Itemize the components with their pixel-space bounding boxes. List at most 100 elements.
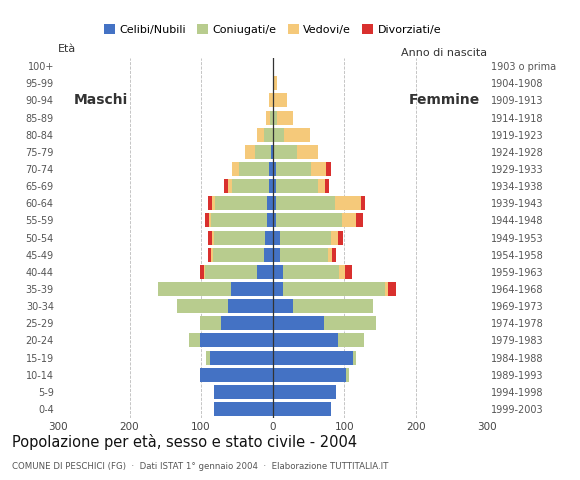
Bar <box>214 230 266 245</box>
Bar <box>361 196 365 210</box>
Bar <box>273 214 276 228</box>
Bar <box>270 110 273 125</box>
Legend: Celibi/Nubili, Coniugati/e, Vedovi/e, Divorziati/e: Celibi/Nubili, Coniugati/e, Vedovi/e, Di… <box>99 20 446 39</box>
Bar <box>273 265 284 279</box>
Bar <box>273 128 284 142</box>
Bar <box>232 162 239 176</box>
Bar <box>212 196 215 210</box>
Bar <box>273 402 331 416</box>
Bar <box>257 265 273 279</box>
Bar <box>389 282 396 296</box>
Bar <box>257 128 264 142</box>
Bar <box>266 230 273 245</box>
Bar <box>326 162 331 176</box>
Bar <box>267 196 273 210</box>
Bar <box>255 145 271 159</box>
Bar <box>266 110 270 125</box>
Bar <box>346 368 349 382</box>
Bar <box>331 230 338 245</box>
Bar <box>332 248 336 262</box>
Bar <box>273 350 353 365</box>
Bar <box>205 265 257 279</box>
Bar <box>284 265 339 279</box>
Text: Popolazione per età, sesso e stato civile - 2004: Popolazione per età, sesso e stato civil… <box>12 434 357 450</box>
Bar <box>274 145 297 159</box>
Bar <box>385 282 389 296</box>
Bar <box>269 94 273 108</box>
Bar <box>324 316 376 330</box>
Bar <box>229 179 232 193</box>
Bar <box>318 179 325 193</box>
Bar <box>297 145 318 159</box>
Bar <box>273 248 280 262</box>
Bar <box>245 145 255 159</box>
Bar <box>284 282 385 296</box>
Bar <box>177 299 229 313</box>
Bar <box>269 179 273 193</box>
Bar <box>200 316 221 330</box>
Bar <box>200 265 204 279</box>
Bar <box>356 214 364 228</box>
Bar <box>211 214 267 228</box>
Bar <box>280 248 328 262</box>
Bar <box>284 128 310 142</box>
Text: Maschi: Maschi <box>74 94 128 108</box>
Bar <box>264 128 273 142</box>
Bar <box>208 196 212 210</box>
Bar <box>209 214 211 228</box>
Bar <box>342 214 356 228</box>
Bar <box>271 145 273 159</box>
Bar <box>280 230 331 245</box>
Bar <box>208 248 211 262</box>
Bar <box>273 196 276 210</box>
Bar <box>267 214 273 228</box>
Bar <box>325 179 329 193</box>
Bar <box>273 94 287 108</box>
Bar <box>276 179 318 193</box>
Bar <box>338 230 343 245</box>
Bar <box>335 196 361 210</box>
Bar <box>264 248 273 262</box>
Bar <box>310 162 326 176</box>
Bar <box>339 265 345 279</box>
Bar <box>328 248 332 262</box>
Bar <box>276 162 310 176</box>
Bar <box>273 368 346 382</box>
Bar <box>269 162 273 176</box>
Bar <box>212 230 214 245</box>
Bar <box>231 282 273 296</box>
Text: Età: Età <box>58 44 76 54</box>
Text: Femmine: Femmine <box>409 94 480 108</box>
Bar <box>273 110 277 125</box>
Bar <box>208 230 212 245</box>
Bar <box>273 145 274 159</box>
Bar <box>212 248 264 262</box>
Bar <box>189 334 200 348</box>
Bar <box>232 179 269 193</box>
Bar <box>200 334 273 348</box>
Bar <box>273 282 284 296</box>
Bar <box>206 350 209 365</box>
Text: COMUNE DI PESCHICI (FG)  ·  Dati ISTAT 1° gennaio 2004  ·  Elaborazione TUTTITAL: COMUNE DI PESCHICI (FG) · Dati ISTAT 1° … <box>12 462 388 471</box>
Bar <box>276 196 335 210</box>
Bar <box>273 299 293 313</box>
Bar <box>239 162 269 176</box>
Bar <box>293 299 373 313</box>
Bar <box>209 350 273 365</box>
Bar <box>204 265 205 279</box>
Bar <box>345 265 352 279</box>
Bar <box>273 334 338 348</box>
Bar <box>221 316 273 330</box>
Bar <box>205 214 209 228</box>
Bar <box>273 385 336 399</box>
Bar <box>200 368 273 382</box>
Bar <box>353 350 356 365</box>
Bar <box>215 196 267 210</box>
Bar <box>229 299 273 313</box>
Bar <box>224 179 229 193</box>
Text: Anno di nascita: Anno di nascita <box>401 48 487 58</box>
Bar <box>273 179 276 193</box>
Bar <box>214 402 273 416</box>
Bar <box>273 162 276 176</box>
Bar <box>277 110 293 125</box>
